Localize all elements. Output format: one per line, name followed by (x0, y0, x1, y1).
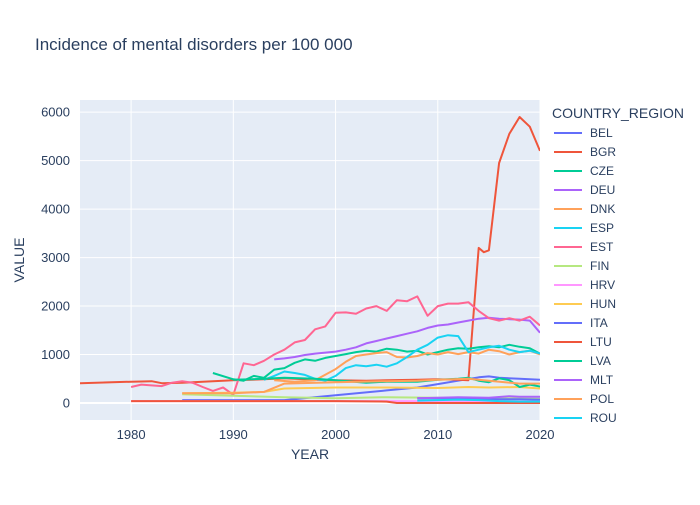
series-line-mlt (417, 395, 540, 400)
legend-label: EST (590, 240, 614, 254)
x-tick-label: 1990 (219, 427, 248, 442)
series-line-bel (182, 375, 540, 402)
legend-label: LTU (590, 335, 612, 349)
legend-label: BGR (590, 145, 616, 159)
legend-item-lva[interactable]: LVA (554, 354, 611, 368)
x-axis-title: YEAR (291, 446, 329, 462)
series-line-pol (182, 377, 540, 395)
legend-label: CZE (590, 164, 614, 178)
legend-item-deu[interactable]: DEU (554, 183, 615, 197)
legend-label: HUN (590, 297, 616, 311)
series-line-esp (263, 334, 540, 382)
legend: COUNTRY_REGION BEL BGR CZE DEU DNK ESP EST FIN H… (552, 105, 684, 425)
y-tick-label: 0 (63, 396, 70, 411)
x-tick-label: 1980 (117, 427, 146, 442)
y-tick-label: 3000 (41, 250, 70, 265)
legend-label: HRV (590, 278, 615, 292)
legend-label: MLT (590, 373, 614, 387)
y-tick-label: 5000 (41, 153, 70, 168)
legend-item-rou[interactable]: ROU (554, 411, 617, 425)
series-line-est (130, 295, 540, 396)
series-layer (80, 116, 540, 404)
legend-item-pol[interactable]: POL (554, 392, 614, 406)
legend-label: ESP (590, 221, 614, 235)
y-tick-label: 2000 (41, 299, 70, 314)
legend-label: DEU (590, 183, 615, 197)
legend-item-cze[interactable]: CZE (554, 164, 614, 178)
legend-item-bel[interactable]: BEL (554, 126, 613, 140)
legend-item-est[interactable]: EST (554, 240, 614, 254)
y-tick-label: 6000 (41, 105, 70, 120)
y-axis-title: VALUE (11, 238, 27, 283)
legend-label: BEL (590, 126, 613, 140)
legend-label: POL (590, 392, 614, 406)
legend-items: BEL BGR CZE DEU DNK ESP EST FIN HRV HUN ITA LTU LVA M… (554, 126, 617, 425)
grid-layer (80, 100, 541, 420)
plot-background (80, 100, 540, 420)
x-tick-label: 2020 (526, 427, 555, 442)
legend-item-mlt[interactable]: MLT (554, 373, 614, 387)
y-tick-label: 4000 (41, 202, 70, 217)
series-line-rou (417, 398, 540, 403)
y-tick-label: 1000 (41, 347, 70, 362)
series-line-deu (274, 316, 540, 361)
legend-label: FIN (590, 259, 609, 273)
legend-item-ita[interactable]: ITA (554, 316, 608, 330)
legend-label: DNK (590, 202, 615, 216)
x-tick-label: 2010 (423, 427, 452, 442)
legend-label: LVA (590, 354, 611, 368)
x-tick-label: 2000 (321, 427, 350, 442)
legend-item-bgr[interactable]: BGR (554, 145, 616, 159)
legend-item-hrv[interactable]: HRV (554, 278, 615, 292)
series-line-cze (212, 343, 540, 382)
legend-label: ROU (590, 411, 617, 425)
tick-layer: 1980 1990 2000 2010 2020 0 1000 2000 3000 4000 500… (41, 105, 554, 442)
chart-title: Incidence of mental disorders per 100 00… (35, 35, 353, 54)
legend-item-esp[interactable]: ESP (554, 221, 614, 235)
series-line-dnk (274, 348, 540, 383)
legend-item-ltu[interactable]: LTU (554, 335, 612, 349)
legend-item-fin[interactable]: FIN (554, 259, 609, 273)
legend-item-hun[interactable]: HUN (554, 297, 616, 311)
legend-label: ITA (590, 316, 608, 330)
series-line-ltu (131, 400, 540, 404)
legend-title: COUNTRY_REGION (552, 105, 684, 121)
legend-item-dnk[interactable]: DNK (554, 202, 615, 216)
